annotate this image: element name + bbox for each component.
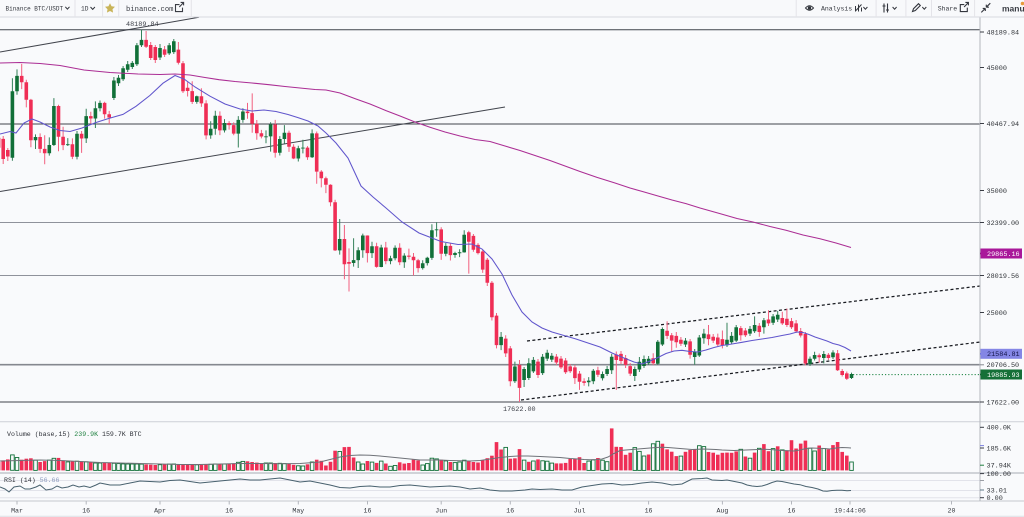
- svg-text:16: 16: [82, 508, 90, 515]
- svg-text:28019.56: 28019.56: [987, 273, 1020, 281]
- svg-text:20: 20: [948, 508, 956, 515]
- svg-text:35000: 35000: [987, 188, 1007, 196]
- svg-text:Analysis: Analysis: [821, 6, 852, 13]
- svg-text:binance.com: binance.com: [126, 6, 173, 14]
- svg-text:45000: 45000: [987, 65, 1007, 73]
- svg-text:19:44:06: 19:44:06: [834, 508, 866, 515]
- svg-text:Share: Share: [938, 6, 958, 13]
- svg-text:16: 16: [788, 508, 796, 515]
- svg-text:20706.50: 20706.50: [987, 362, 1020, 370]
- svg-text:RSI (14) 56.66: RSI (14) 56.66: [4, 477, 59, 484]
- svg-text:48189.84: 48189.84: [126, 21, 159, 29]
- svg-text:Binance BTC/USDT: Binance BTC/USDT: [6, 5, 64, 12]
- svg-text:16: 16: [225, 508, 233, 515]
- svg-text:25000: 25000: [987, 310, 1007, 318]
- svg-text:Mar: Mar: [11, 508, 23, 515]
- svg-text:400.0K: 400.0K: [987, 425, 1012, 433]
- svg-text:Apr: Apr: [154, 508, 166, 515]
- svg-text:32399.00: 32399.00: [987, 220, 1020, 228]
- svg-text:33.01: 33.01: [987, 487, 1007, 495]
- svg-text:16: 16: [364, 508, 372, 515]
- svg-text:Volume (base,15) 239.9K 159.7K: Volume (base,15) 239.9K 159.7K BTC: [7, 431, 142, 438]
- svg-text:21584.81: 21584.81: [987, 351, 1020, 359]
- svg-text:1D: 1D: [81, 6, 89, 13]
- svg-text:48189.84: 48189.84: [987, 29, 1020, 37]
- svg-text:May: May: [292, 508, 304, 515]
- svg-text:manus: manus: [1002, 4, 1024, 14]
- svg-text:17622.00: 17622.00: [503, 406, 536, 414]
- svg-text:Aug: Aug: [717, 508, 729, 515]
- svg-text:40467.94: 40467.94: [987, 121, 1020, 129]
- svg-text:37.94K: 37.94K: [987, 463, 1012, 471]
- svg-text:0.00: 0.00: [987, 495, 1003, 503]
- svg-text:100.00: 100.00: [987, 471, 1011, 479]
- svg-text:16: 16: [506, 508, 514, 515]
- svg-text:19885.93: 19885.93: [987, 372, 1020, 380]
- svg-text:16: 16: [645, 508, 653, 515]
- svg-text:29865.16: 29865.16: [987, 251, 1020, 259]
- svg-text:185.6K: 185.6K: [987, 445, 1012, 453]
- svg-text:Jun: Jun: [435, 508, 447, 515]
- svg-text:Jul: Jul: [574, 508, 586, 515]
- svg-text:17622.00: 17622.00: [987, 399, 1020, 407]
